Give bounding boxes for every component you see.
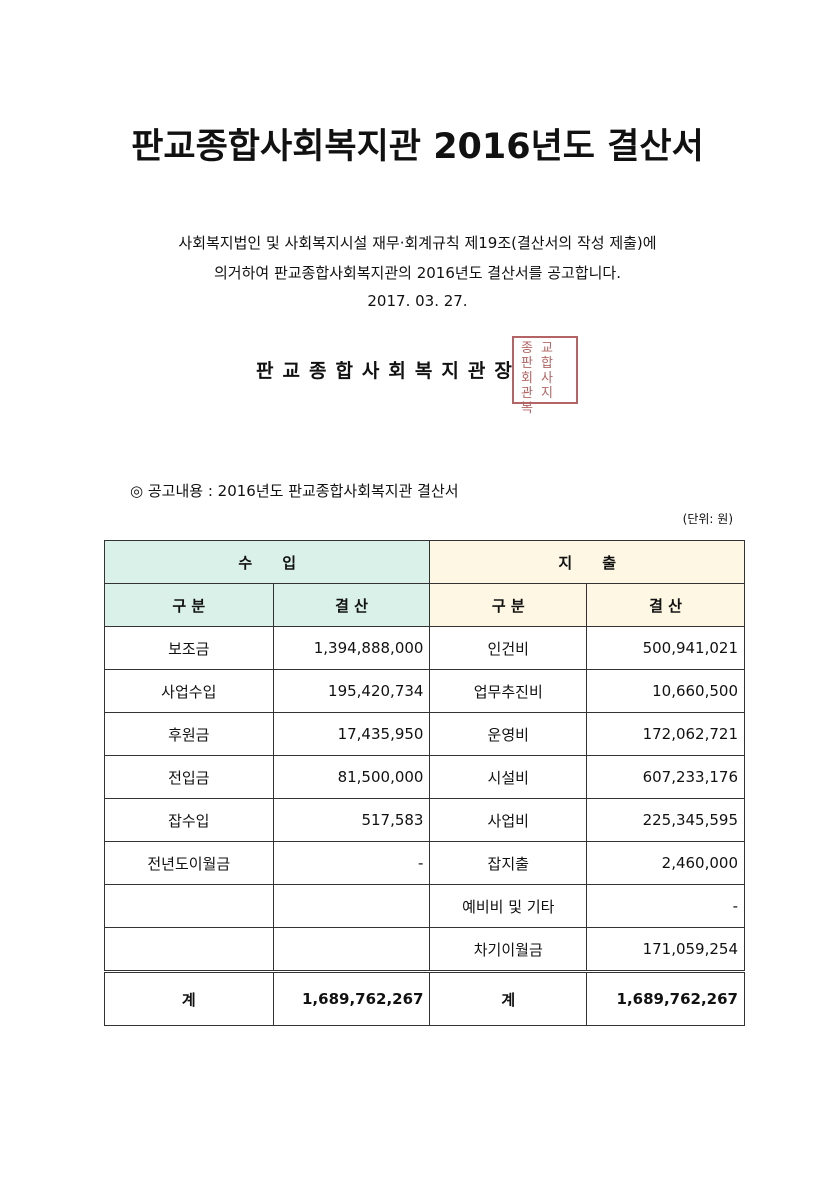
expense-amount-cell: 10,660,500: [586, 669, 745, 713]
intro-line-1: 사회복지법인 및 사회복지시설 재무·회계규칙 제19조(결산서의 작성 제출)…: [178, 234, 657, 252]
income-amount-header: 결 산: [272, 583, 431, 627]
expense-amount-cell: 607,233,176: [586, 755, 745, 799]
expense-amount-cell: 225,345,595: [586, 798, 745, 842]
expense-category-cell: 업무추진비: [429, 669, 588, 713]
seal-glyph: 종: [521, 341, 533, 356]
expense-category-cell: 잡지출: [429, 841, 588, 885]
seal-glyph: 관: [521, 386, 533, 401]
income-amount-cell: 1,394,888,000: [272, 626, 431, 670]
table-row: 차기이월금 171,059,254: [104, 927, 745, 972]
income-category-cell: 후원금: [104, 712, 274, 756]
signature-organization: 판교종합사회복지관장: [256, 360, 521, 382]
expense-total: 1,689,762,267: [586, 970, 745, 1026]
income-amount-cell: 195,420,734: [272, 669, 431, 713]
seal-glyph: 교: [541, 341, 553, 356]
notice-content: ◎ 공고내용 : 2016년도 판교종합사회복지관 결산서: [130, 482, 459, 500]
income-total: 1,689,762,267: [272, 970, 431, 1026]
expense-category-header: 구 분: [429, 583, 588, 627]
seal-glyph: 지: [541, 386, 553, 401]
income-category-cell: 전년도이월금: [104, 841, 274, 885]
expense-total-label: 계: [429, 970, 588, 1026]
expense-category-cell: 인건비: [429, 626, 588, 670]
expense-category-cell: 사업비: [429, 798, 588, 842]
document-title: 판교종합사회복지관 2016년도 결산서: [131, 127, 704, 167]
unit-label: (단위: 원): [682, 512, 733, 526]
income-amount-cell: [272, 927, 431, 972]
table-row: 예비비 및 기타 -: [104, 884, 745, 928]
income-category-cell: 전입금: [104, 755, 274, 799]
income-header: 수 입: [103, 540, 431, 584]
total-row: 계 1,689,762,267 계 1,689,762,267: [104, 970, 745, 1026]
income-category-cell: [104, 927, 274, 972]
table-row: 전년도이월금 - 잡지출 2,460,000: [104, 841, 745, 885]
table-row: 보조금 1,394,888,000 인건비 500,941,021: [104, 626, 745, 670]
intro-line-2: 의거하여 판교종합사회복지관의 2016년도 결산서를 공고합니다.: [213, 264, 622, 282]
income-category-cell: 보조금: [104, 626, 274, 670]
income-category-cell: [104, 884, 274, 928]
income-total-label: 계: [104, 970, 274, 1026]
seal-glyph: 사: [541, 371, 553, 386]
expense-amount-cell: -: [586, 884, 745, 928]
income-amount-cell: -: [272, 841, 431, 885]
expense-amount-cell: 171,059,254: [586, 927, 745, 972]
seal-glyph: 판: [521, 356, 533, 371]
income-amount-cell: 81,500,000: [272, 755, 431, 799]
table-row: 후원금 17,435,950 운영비 172,062,721: [104, 712, 745, 756]
settlement-table: 수 입 지 출 구 분 결 산 구 분 결 산 보조금 1,394,888,000…: [103, 540, 745, 1026]
table-row: 전입금 81,500,000 시설비 607,233,176: [104, 755, 745, 799]
expense-amount-cell: 2,460,000: [586, 841, 745, 885]
income-amount-cell: [272, 884, 431, 928]
expense-category-cell: 시설비: [429, 755, 588, 799]
seal-glyph: 합: [541, 356, 553, 371]
expense-header: 지 출: [429, 540, 745, 584]
income-amount-cell: 517,583: [272, 798, 431, 842]
income-amount-cell: 17,435,950: [272, 712, 431, 756]
seal-glyph: 회: [521, 371, 533, 386]
expense-amount-cell: 500,941,021: [586, 626, 745, 670]
expense-amount-header: 결 산: [586, 583, 745, 627]
table-row: 잡수입 517,583 사업비 225,345,595: [104, 798, 745, 842]
income-category-header: 구 분: [104, 583, 274, 627]
expense-amount-cell: 172,062,721: [586, 712, 745, 756]
expense-category-cell: 예비비 및 기타: [429, 884, 588, 928]
table-row: 사업수입 195,420,734 업무추진비 10,660,500: [104, 669, 745, 713]
income-category-cell: 사업수입: [104, 669, 274, 713]
seal-glyph: 복: [521, 401, 533, 416]
income-category-cell: 잡수입: [104, 798, 274, 842]
announcement-date: 2017. 03. 27.: [367, 292, 468, 310]
expense-category-cell: 운영비: [429, 712, 588, 756]
expense-category-cell: 차기이월금: [429, 927, 588, 972]
